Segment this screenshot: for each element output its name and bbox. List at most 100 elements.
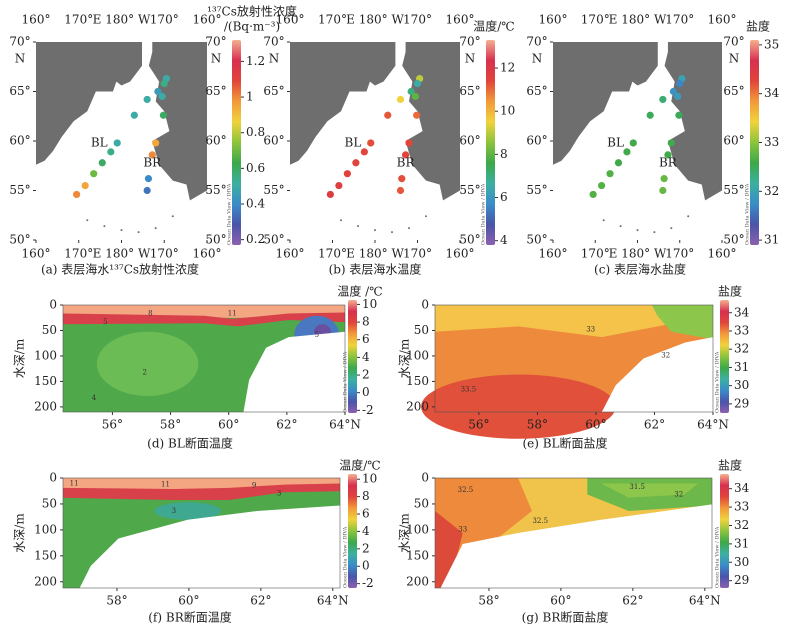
- contour-label: 11: [228, 310, 237, 318]
- island: [653, 231, 656, 234]
- plot-frame: [434, 304, 714, 413]
- field-region: [154, 502, 221, 520]
- sample-point: [669, 87, 678, 96]
- colorbar-tick-label: 8: [362, 315, 370, 329]
- colorbar-title: 盐度: [718, 458, 742, 473]
- colorbar-tick-label: 10: [500, 104, 515, 118]
- hemisphere-label: N: [15, 52, 26, 66]
- colorbar-tick-label: 0.2: [246, 232, 265, 246]
- x-tick-label: 170°: [64, 13, 93, 27]
- sample-point: [367, 139, 375, 147]
- caption: (c) 表层海水盐度: [594, 262, 686, 277]
- y-tick-label: 70°: [9, 35, 30, 49]
- sample-point: [143, 186, 151, 195]
- x-tick-label: 170°: [665, 13, 694, 27]
- y-tick-label: 50°: [263, 233, 284, 247]
- x-tick-label: 160°: [708, 247, 737, 261]
- plot-frame: [62, 304, 346, 413]
- y-tick-label: 0: [49, 298, 57, 312]
- sample-point: [160, 79, 168, 88]
- sample-point: [664, 151, 672, 159]
- contour-label: 11: [70, 480, 79, 488]
- contour-label: 9: [252, 482, 256, 490]
- y-tick-label: 150: [406, 374, 429, 388]
- island: [103, 225, 106, 228]
- caption: (e) BL断面盐度: [522, 436, 607, 451]
- caption: (b) 表层海水温度: [329, 262, 422, 277]
- y-tick-label: 65°: [205, 84, 226, 98]
- field-region: [435, 305, 713, 338]
- sample-point: [90, 170, 98, 178]
- colorbar-tick-label: 30: [734, 378, 749, 392]
- y-tick-label: 60°: [263, 134, 284, 148]
- island: [636, 229, 639, 232]
- colorbar-tick-label: 34: [734, 305, 750, 319]
- x-tick-label: 170°: [64, 247, 93, 261]
- sample-point: [335, 181, 343, 190]
- sample-point: [623, 148, 631, 156]
- colorbar-title: 温度/℃: [339, 458, 380, 473]
- y-tick-label: 70°: [263, 35, 284, 49]
- x-tick-label: 170°: [150, 13, 179, 27]
- x-tick-label: 60°: [178, 594, 199, 608]
- island: [374, 229, 376, 232]
- colorbar-tick-label: 32: [764, 184, 779, 198]
- sample-point: [326, 190, 334, 199]
- x-tick-label: 62°: [250, 594, 271, 608]
- x-tick-label: 62°: [644, 418, 665, 432]
- island: [602, 219, 605, 222]
- y-tick-label: 50: [414, 496, 429, 510]
- y-tick-label: 55°: [263, 183, 284, 197]
- plot-frame: [62, 477, 341, 589]
- colorbar-title: 盐度: [746, 19, 770, 34]
- island: [670, 227, 673, 230]
- y-tick-label: 70°: [205, 35, 226, 49]
- section-label: BL: [345, 135, 362, 149]
- land: [553, 42, 658, 165]
- y-axis-label: 水深/m: [398, 513, 412, 553]
- sample-point: [629, 139, 637, 147]
- y-tick-label: 100: [406, 522, 429, 536]
- field-region: [63, 483, 340, 500]
- y-tick-label: 70°: [526, 35, 547, 49]
- y-tick-label: 65°: [459, 84, 480, 98]
- colorbar-tick-label: 1: [246, 90, 254, 104]
- sample-point: [352, 159, 360, 167]
- watermark: Ocean Data View / DIVA: [343, 526, 349, 588]
- x-tick-label: 170°: [318, 247, 347, 261]
- sample-point: [98, 159, 106, 167]
- x-tick-label: 60°: [218, 418, 239, 432]
- y-tick-label: 55°: [9, 183, 30, 197]
- colorbar: [720, 474, 729, 588]
- colorbar-tick-label: 4: [362, 350, 370, 364]
- sample-point: [113, 139, 121, 147]
- sample-point: [411, 92, 419, 101]
- sample-point: [675, 111, 683, 119]
- hemisphere-label: N: [729, 52, 740, 66]
- x-tick-label: E 180° W: [609, 13, 667, 27]
- colorbar-tick-label: 8: [362, 489, 370, 503]
- sample-point: [407, 87, 415, 96]
- sample-point: [659, 95, 667, 104]
- x-tick-label: 160°: [539, 247, 568, 261]
- island: [120, 229, 123, 232]
- colorbar: [486, 40, 495, 245]
- x-tick-label: 64°N: [329, 418, 361, 432]
- hemisphere-label: N: [465, 52, 476, 66]
- x-tick-label: 64°N: [697, 418, 729, 432]
- island: [86, 219, 89, 222]
- contour-label: 32.5: [532, 517, 548, 525]
- y-tick-label: 0: [421, 471, 429, 485]
- sample-point: [646, 111, 654, 119]
- section-label: BR: [659, 155, 678, 169]
- sample-point: [396, 95, 405, 104]
- colorbar: [720, 300, 729, 413]
- field-region: [440, 504, 712, 588]
- y-tick-label: 55°: [723, 183, 744, 197]
- colorbar-tick-label: 6: [500, 190, 508, 204]
- x-tick-label: 62°: [276, 418, 297, 432]
- y-tick-label: 50: [414, 323, 429, 337]
- colorbar: [348, 300, 357, 413]
- colorbar-title: 温度/℃: [473, 19, 514, 34]
